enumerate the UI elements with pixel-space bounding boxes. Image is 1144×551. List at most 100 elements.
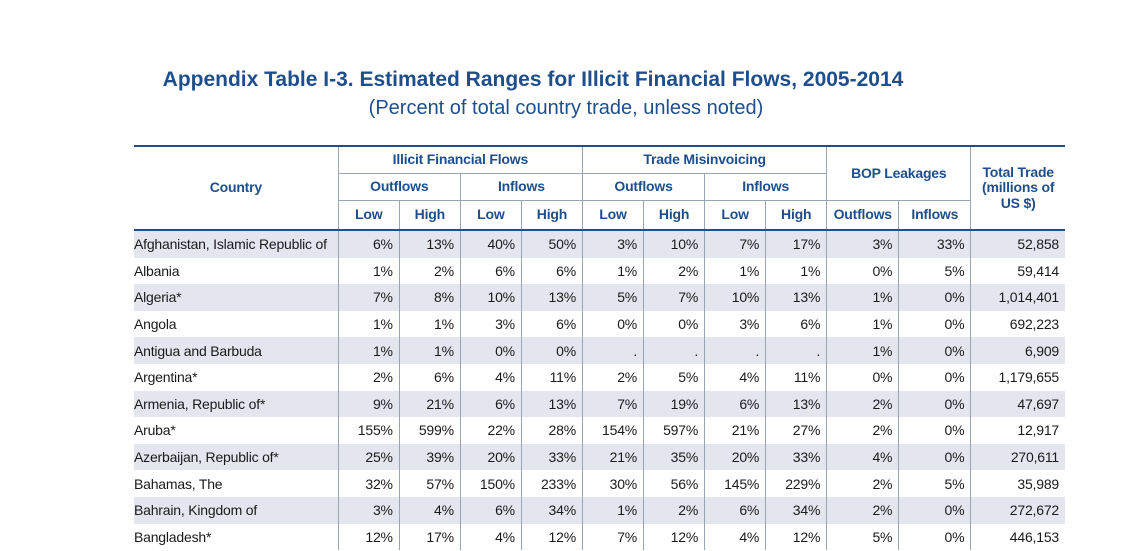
tm-out-high-cell: 12% [643,523,705,551]
table-row: Albania 1% 2% 6% 6% 1% 2% 1% 1% 0% 5% 59,414 [134,257,1065,285]
country-cell: Antigua and Barbuda [134,337,339,364]
tm-in-high-cell: 33% [765,443,827,471]
total-trade-cell: 272,672 [970,496,1065,524]
bop-outflows-cell: 2% [826,390,899,418]
bop-outflows-cell: 1% [826,310,899,338]
iff-in-high-cell: 6% [520,310,583,338]
bop-outflows-cell: 5% [826,523,899,551]
tm-out-high-cell: 19% [643,390,705,418]
tm-in-high-cell: . [765,337,827,364]
total-trade-cell: 1,014,401 [970,284,1065,311]
tm-outflows-header: Outflows [581,173,705,201]
iff-out-high-header: High [398,200,461,231]
iff-out-high-cell: 6% [398,363,461,391]
iff-in-high-cell: 34% [520,496,583,524]
tm-out-high-cell: 10% [643,230,705,258]
tm-out-low-cell: 1% [581,496,644,524]
iff-in-high-cell: 233% [520,470,583,497]
iff-in-low-cell: 150% [459,470,522,497]
iff-in-low-cell: 6% [459,257,522,285]
tm-out-low-cell: 154% [581,417,644,444]
tm-out-low-cell: . [581,337,644,364]
bop-inflows-cell: 0% [898,284,971,311]
iff-out-high-cell: 1% [398,337,461,364]
bop-outflows-cell: 2% [826,417,899,444]
tm-in-low-cell: 6% [704,390,766,418]
iff-out-high-cell: 57% [398,470,461,497]
bop-outflows-cell: 2% [826,496,899,524]
iff-out-low-cell: 155% [337,417,400,444]
tm-out-high-cell: 2% [643,496,705,524]
iff-out-high-cell: 599% [398,417,461,444]
bop-outflows-header: Outflows [826,200,899,231]
bop-outflows-cell: 2% [826,470,899,497]
bop-inflows-cell: 0% [898,310,971,338]
tm-in-low-cell: . [704,337,766,364]
tm-in-high-header: High [765,200,827,231]
bop-inflows-header: Inflows [898,200,971,231]
bop-outflows-cell: 3% [826,230,899,258]
iff-in-low-cell: 3% [459,310,522,338]
iff-in-high-cell: 28% [520,417,583,444]
iff-out-low-header: Low [337,200,400,231]
tm-out-high-cell: 0% [643,310,705,338]
tm-out-high-cell: 35% [643,443,705,471]
iff-in-high-cell: 6% [520,257,583,285]
iff-in-low-cell: 22% [459,417,522,444]
tm-out-low-cell: 3% [581,230,644,258]
tm-in-low-cell: 1% [704,257,766,285]
tm-out-high-cell: . [643,337,705,364]
tm-in-high-cell: 229% [765,470,827,497]
table-row: Antigua and Barbuda 1% 1% 0% 0%.... 1% 0% 6,909 [134,337,1065,364]
bop-outflows-cell: 0% [826,257,899,285]
iff-in-low-cell: 4% [459,363,522,391]
table-row: Argentina* 2% 6% 4% 11% 2% 5% 4% 11% 0% 0% 1,179,65… [134,363,1065,391]
iff-out-low-cell: 7% [337,284,400,311]
tm-out-low-cell: 7% [581,523,644,551]
tm-out-high-cell: 5% [643,363,705,391]
iff-out-high-cell: 4% [398,496,461,524]
iff-out-low-cell: 25% [337,443,400,471]
iff-in-high-header: High [520,200,583,231]
tm-in-high-cell: 34% [765,496,827,524]
iff-in-high-cell: 13% [520,284,583,311]
tm-in-high-cell: 6% [765,310,827,338]
country-cell: Armenia, Republic of* [134,390,339,418]
iff-in-high-cell: 0% [520,337,583,364]
trade-misinvoicing-header: Trade Misinvoicing [581,145,827,174]
iff-out-high-cell: 1% [398,310,461,338]
iff-in-low-cell: 0% [459,337,522,364]
iff-out-low-cell: 12% [337,523,400,551]
iff-out-high-cell: 21% [398,390,461,418]
tm-in-low-cell: 145% [704,470,766,497]
table-row: Aruba* 155% 599% 22% 28% 154% 597% 21% 27% 2% 0% 12… [134,417,1065,444]
iff-out-low-cell: 1% [337,337,400,364]
bop-leakages-header: BOP Leakages [826,145,971,201]
tm-in-high-cell: 13% [765,390,827,418]
iff-out-low-cell: 9% [337,390,400,418]
tm-in-low-cell: 6% [704,496,766,524]
bop-inflows-cell: 0% [898,443,971,471]
total-trade-cell: 446,153 [970,523,1065,551]
iff-in-high-cell: 13% [520,390,583,418]
tm-in-high-cell: 27% [765,417,827,444]
country-cell: Bahamas, The [134,470,339,497]
iff-in-high-cell: 33% [520,443,583,471]
table-row: Bangladesh* 12% 17% 4% 12% 7% 12% 4% 12% 5% 0% 446,… [134,523,1065,551]
total-trade-cell: 270,611 [970,443,1065,471]
tm-in-low-cell: 20% [704,443,766,471]
bop-inflows-cell: 5% [898,257,971,285]
table-row: Angola 1% 1% 3% 6% 0% 0% 3% 6% 1% 0% 692,223 [134,310,1065,338]
iff-in-high-cell: 12% [520,523,583,551]
bop-inflows-cell: 0% [898,523,971,551]
bop-outflows-cell: 4% [826,443,899,471]
country-cell: Algeria* [134,284,339,311]
country-cell: Bahrain, Kingdom of [134,496,339,524]
iff-in-high-cell: 50% [520,230,583,258]
table-row: Armenia, Republic of* 9% 21% 6% 13% 7% 19% 6% 13… [134,390,1065,418]
tm-in-high-cell: 1% [765,257,827,285]
iff-in-low-cell: 6% [459,390,522,418]
tm-in-low-cell: 3% [704,310,766,338]
bop-inflows-cell: 0% [898,390,971,418]
iff-in-low-cell: 10% [459,284,522,311]
